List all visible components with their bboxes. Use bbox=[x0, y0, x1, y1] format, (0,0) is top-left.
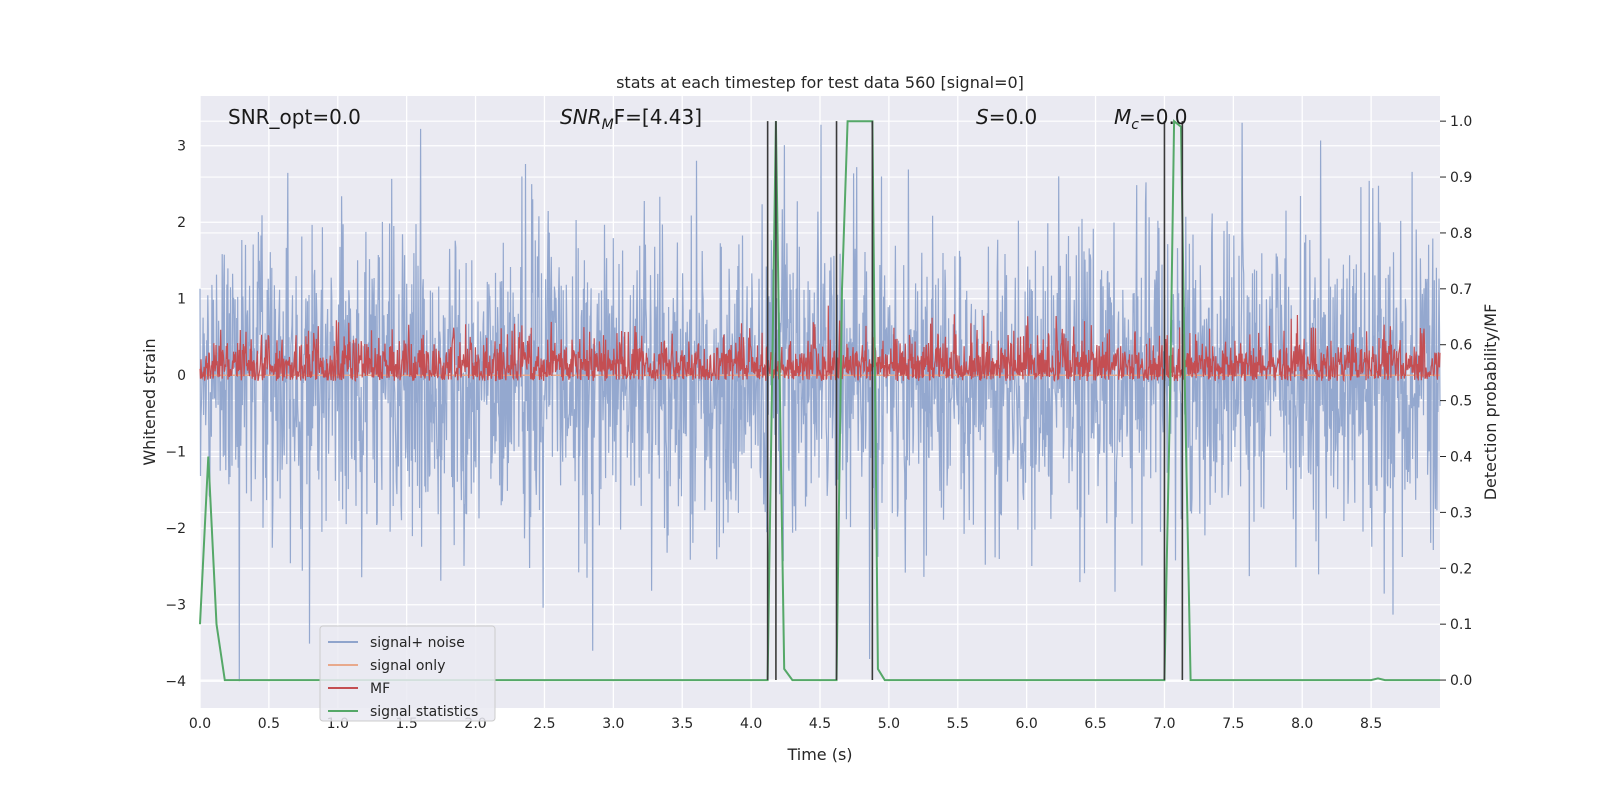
x-tick-label: 7.5 bbox=[1222, 716, 1244, 732]
left-y-tick-label: −4 bbox=[165, 674, 186, 690]
x-axis-label: Time (s) bbox=[786, 745, 852, 764]
right-y-tick-label: 0.3 bbox=[1450, 505, 1472, 521]
annotation-snr-opt: SNR_opt=0.0 bbox=[228, 105, 361, 129]
annotation-snr-mf-suffix: F=[4.43] bbox=[614, 105, 702, 129]
right-y-tick-label: 0.5 bbox=[1450, 394, 1472, 410]
left-y-tick-label: −1 bbox=[165, 445, 186, 461]
series-layer bbox=[199, 119, 1441, 682]
x-tick-label: 3.5 bbox=[671, 716, 693, 732]
annotation-s-value: =0.0 bbox=[989, 105, 1038, 129]
x-tick-label: 3.0 bbox=[602, 716, 624, 732]
x-tick-label: 4.5 bbox=[809, 716, 831, 732]
x-tick-label: 8.0 bbox=[1291, 716, 1313, 732]
left-y-tick-label: −2 bbox=[165, 521, 186, 537]
chart-title: stats at each timestep for test data 560… bbox=[616, 73, 1024, 92]
left-y-axis-label: Whitened strain bbox=[140, 338, 159, 465]
right-y-tick-label: 0.1 bbox=[1450, 617, 1472, 633]
annotation-snr-mf: SNRMF=[4.43] bbox=[560, 105, 702, 133]
annotation-mc-sub: c bbox=[1131, 117, 1139, 133]
annotation-snr-mf-sub: M bbox=[602, 117, 614, 133]
legend-label-signal-noise: signal+ noise bbox=[370, 635, 465, 651]
right-y-tick-label: 0.9 bbox=[1450, 170, 1472, 186]
x-tick-label: 2.5 bbox=[533, 716, 555, 732]
annotation-mc: Mc=0.0 bbox=[1114, 105, 1188, 133]
left-y-tick-label: 2 bbox=[177, 215, 186, 231]
x-tick-label: 0.0 bbox=[189, 716, 211, 732]
left-y-tick-label: 1 bbox=[177, 292, 186, 308]
x-tick-label: 5.0 bbox=[878, 716, 900, 732]
left-y-tick-label: −3 bbox=[165, 598, 186, 614]
annotation-s: S=0.0 bbox=[976, 105, 1037, 129]
right-y-tick-label: 0.8 bbox=[1450, 226, 1472, 242]
x-tick-label: 0.5 bbox=[258, 716, 280, 732]
x-tick-label: 6.0 bbox=[1016, 716, 1038, 732]
right-y-tick-label: 0.4 bbox=[1450, 449, 1472, 465]
x-tick-label: 7.0 bbox=[1153, 716, 1175, 732]
legend-label-signal-statistics: signal statistics bbox=[370, 704, 478, 720]
legend-box bbox=[319, 625, 496, 722]
x-tick-label: 6.5 bbox=[1084, 716, 1106, 732]
series-signal-statistics-line bbox=[199, 119, 1440, 682]
right-y-tick-label: 1.0 bbox=[1450, 114, 1472, 130]
right-y-tick-label: 0.7 bbox=[1450, 282, 1472, 298]
x-tick-label: 5.5 bbox=[947, 716, 969, 732]
annotation-mc-value: =0.0 bbox=[1139, 105, 1188, 129]
right-y-tick-label: 0.0 bbox=[1450, 673, 1472, 689]
annotation-s-symbol: S bbox=[976, 105, 989, 129]
right-y-axis-label: Detection probability/MF bbox=[1481, 304, 1500, 501]
series-signal-noise-line bbox=[199, 122, 1441, 682]
annotation-mc-symbol: M bbox=[1114, 105, 1131, 129]
left-y-axis-ticks: 3 2 1 0 −1 −2 −3 −4 bbox=[165, 139, 186, 690]
legend-label-signal-only: signal only bbox=[370, 658, 445, 674]
x-tick-label: 8.5 bbox=[1360, 716, 1382, 732]
left-y-tick-label: 0 bbox=[177, 368, 186, 384]
right-y-tick-label: 0.2 bbox=[1450, 561, 1472, 577]
right-y-axis-ticks: 1.0 0.9 0.8 0.7 0.6 0.5 0.4 0.3 0.2 0.1 0.0 bbox=[1440, 114, 1472, 689]
legend: signal+ noise signal only MF signal statist… bbox=[319, 625, 496, 722]
annotation-snr-mf-prefix: SNR bbox=[560, 105, 602, 129]
left-y-tick-label: 3 bbox=[177, 139, 186, 155]
right-y-tick-label: 0.6 bbox=[1450, 338, 1472, 354]
legend-label-mf: MF bbox=[370, 681, 390, 697]
x-tick-label: 4.0 bbox=[740, 716, 762, 732]
vertical-markers bbox=[766, 121, 1184, 681]
series-mf-line bbox=[199, 305, 1441, 383]
